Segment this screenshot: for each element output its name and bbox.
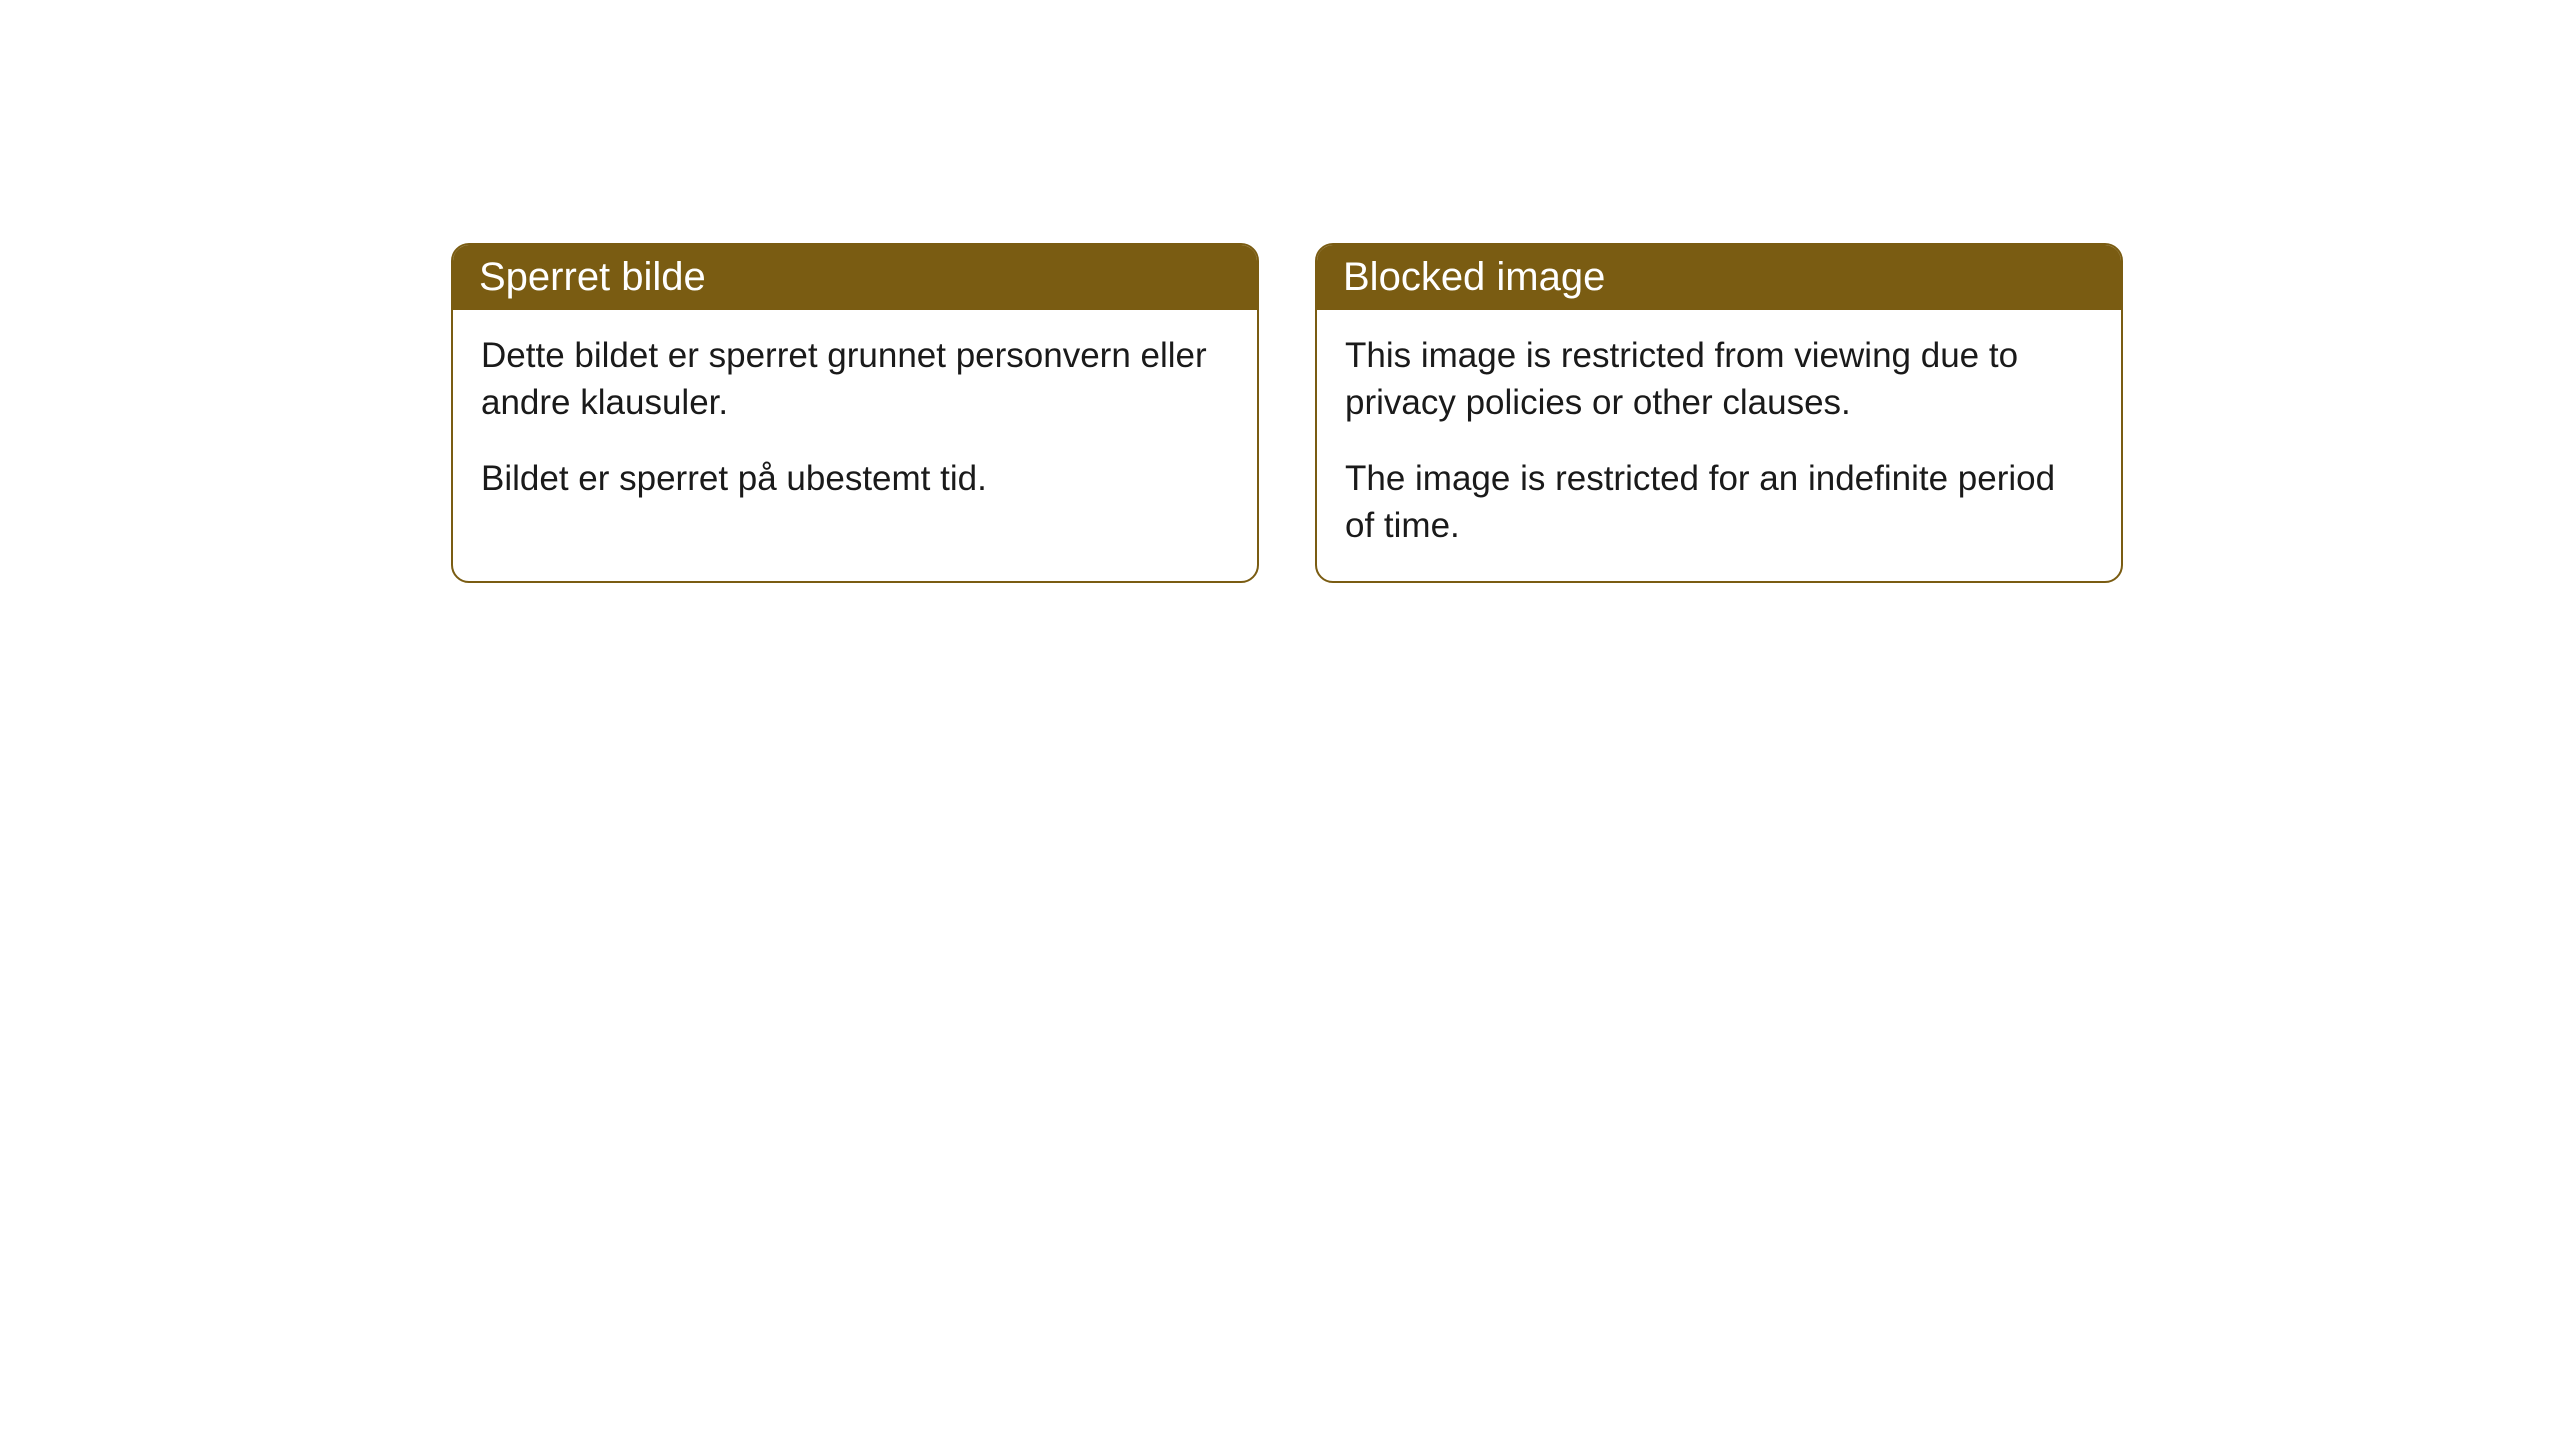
card-paragraph: This image is restricted from viewing du… bbox=[1345, 332, 2093, 427]
card-title: Blocked image bbox=[1317, 245, 2121, 310]
card-paragraph: Bildet er sperret på ubestemt tid. bbox=[481, 455, 1229, 502]
card-title: Sperret bilde bbox=[453, 245, 1257, 310]
notice-cards-row: Sperret bilde Dette bildet er sperret gr… bbox=[0, 0, 2560, 583]
card-body: This image is restricted from viewing du… bbox=[1317, 310, 2121, 581]
blocked-image-card-en: Blocked image This image is restricted f… bbox=[1315, 243, 2123, 583]
card-body: Dette bildet er sperret grunnet personve… bbox=[453, 310, 1257, 534]
card-paragraph: The image is restricted for an indefinit… bbox=[1345, 455, 2093, 550]
blocked-image-card-no: Sperret bilde Dette bildet er sperret gr… bbox=[451, 243, 1259, 583]
card-paragraph: Dette bildet er sperret grunnet personve… bbox=[481, 332, 1229, 427]
